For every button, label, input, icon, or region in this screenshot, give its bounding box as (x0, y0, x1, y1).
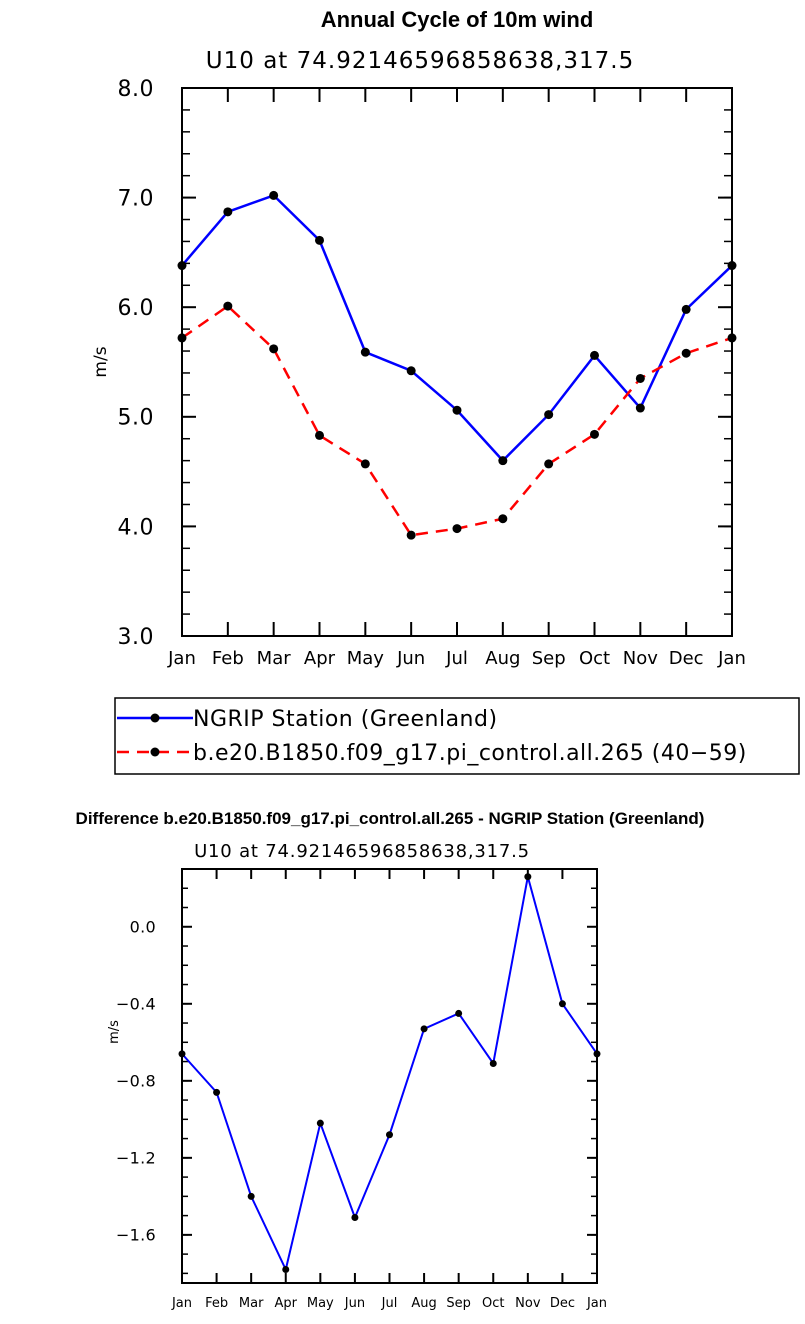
plot-frame (181, 87, 733, 637)
x-tick-label: Jan (171, 1296, 192, 1311)
legend-box (114, 697, 800, 775)
series-0-point (727, 261, 737, 271)
series-0-point (420, 1025, 428, 1033)
y-tick-label: −1.6 (116, 1226, 156, 1245)
series-0-point (489, 1059, 497, 1067)
x-tick-label: Apr (304, 648, 336, 669)
x-tick-label: Feb (212, 648, 244, 669)
chart2-title: Difference b.e20.B1850.f09_g17.pi_contro… (76, 809, 705, 828)
plot-frame (181, 868, 598, 1284)
series-0-point (282, 1266, 290, 1274)
chart1-y-axis-label: m/s (91, 346, 111, 377)
series-0-point (593, 1050, 601, 1058)
chart2-plot-area: −1.6 −1.2 −0.8 −0.4 0.0 Jan Feb Mar Apr May Jun Jul… (116, 868, 607, 1311)
series-1-point (681, 348, 691, 358)
chart2-y-axis-label: m/s (107, 1020, 122, 1044)
series-1-point (177, 333, 187, 343)
series-0-point (178, 1050, 186, 1058)
series-0-point (544, 410, 554, 420)
y-tick-label: 3.0 (118, 625, 155, 650)
x-tick-label: Apr (275, 1296, 298, 1311)
series-1-point (360, 459, 370, 469)
series-0-point (635, 403, 645, 413)
x-tick-label: Jun (396, 648, 425, 669)
chart1-subtitle: U10 at 74.92146596858638,317.5 (206, 48, 634, 74)
legend-model-label: b.e20.B1850.f09_g17.pi_control.all.265 (… (193, 741, 747, 766)
series-0-point (455, 1009, 463, 1017)
series-0-point (681, 304, 691, 314)
y-tick-label: 7.0 (118, 187, 155, 212)
series-0-point (247, 1192, 255, 1200)
series-1-point (223, 301, 233, 311)
x-tick-label: Dec (669, 648, 704, 669)
x-tick-label: Feb (205, 1296, 228, 1311)
legend-ngrip-marker (150, 713, 160, 723)
series-0-point (315, 235, 324, 245)
x-tick-label: Oct (579, 648, 610, 669)
y-tick-label: −0.8 (116, 1072, 156, 1091)
series-0-point (269, 190, 279, 200)
x-tick-label: Mar (257, 648, 292, 669)
series-1-point (269, 344, 279, 354)
series-0-point (386, 1131, 393, 1139)
series-1-point (727, 333, 737, 343)
series-1-point (635, 373, 645, 383)
series-0-point (223, 207, 233, 217)
chart2-subtitle: U10 at 74.92146596858638,317.5 (194, 841, 530, 862)
x-tick-label: Nov (515, 1296, 541, 1311)
chart1-title: Annual Cycle of 10m wind (321, 7, 594, 32)
series-line-1 (181, 304, 733, 537)
y-tick-label: −1.2 (116, 1149, 156, 1168)
x-tick-label: Sep (446, 1296, 471, 1311)
series-0-point (406, 366, 416, 376)
x-tick-label: Aug (485, 648, 520, 669)
x-tick-label: Jul (381, 1296, 398, 1311)
series-0-point (316, 1119, 324, 1127)
chart1-plot-area: 3.0 4.0 5.0 6.0 7.0 8.0 Jan Feb Mar Apr May Jun Jul A… (118, 77, 746, 669)
x-tick-label: Jun (344, 1296, 365, 1311)
series-0-point (177, 261, 187, 271)
y-tick-label: 5.0 (118, 406, 155, 431)
legend-ngrip-label: NGRIP Station (Greenland) (193, 707, 498, 732)
y-tick-label: 0.0 (130, 918, 156, 937)
y-tick-label: 8.0 (118, 77, 155, 102)
x-tick-label: May (347, 648, 385, 669)
series-1-point (544, 459, 554, 469)
series-0-point (558, 1000, 566, 1008)
x-tick-label: Oct (482, 1296, 504, 1311)
x-tick-label: Jan (167, 648, 196, 669)
x-tick-label: Dec (550, 1296, 575, 1311)
legend-model-marker (150, 747, 160, 757)
series-line-0 (181, 876, 598, 1273)
series-0-point (351, 1214, 359, 1222)
y-tick-label: 6.0 (118, 296, 155, 321)
x-tick-label: Jan (717, 648, 746, 669)
x-tick-label: Sep (532, 648, 566, 669)
series-1-point (590, 429, 599, 439)
x-tick-label: Jan (586, 1296, 607, 1311)
x-tick-label: Jul (445, 648, 468, 669)
series-0-point (213, 1088, 221, 1096)
series-1-point (315, 430, 324, 440)
x-tick-label: Aug (411, 1296, 436, 1311)
series-1-point (498, 514, 508, 524)
x-tick-label: Nov (623, 648, 658, 669)
series-0-point (590, 350, 599, 360)
y-tick-label: −0.4 (116, 995, 156, 1014)
y-tick-label: 4.0 (118, 515, 155, 540)
series-0-point (498, 456, 508, 466)
series-0-point (452, 405, 462, 415)
x-tick-label: May (307, 1296, 334, 1311)
x-tick-label: Mar (239, 1296, 264, 1311)
series-line-0 (181, 193, 733, 463)
series-1-point (406, 530, 416, 540)
series-0-point (524, 873, 532, 881)
series-1-point (452, 524, 462, 534)
series-0-point (360, 347, 370, 357)
chart1-legend: NGRIP Station (Greenland) b.e20.B1850.f0… (114, 697, 800, 775)
